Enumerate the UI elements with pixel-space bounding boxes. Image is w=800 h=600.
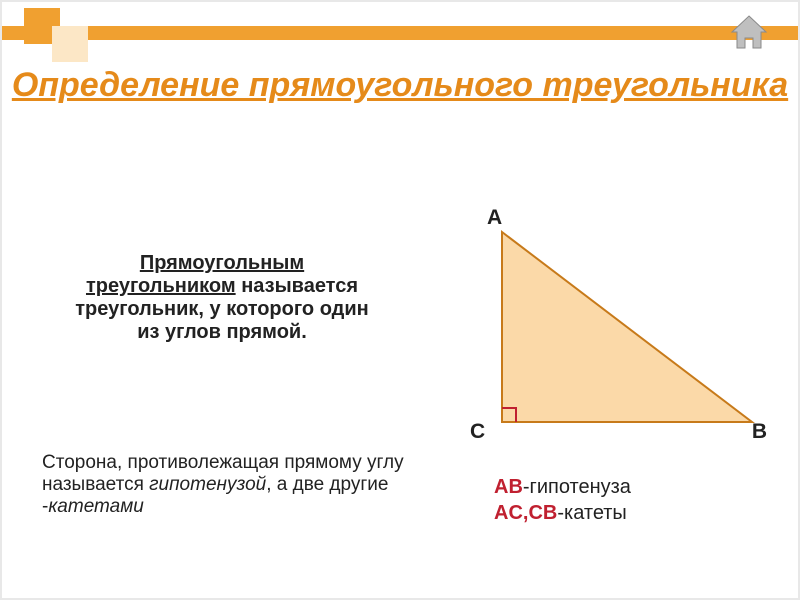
definition-text: Прямоугольным треугольником называется т… (72, 252, 372, 344)
vertex-label-b: B (752, 420, 767, 444)
vertex-label-a: A (487, 206, 502, 230)
side-note-hyp: гипотенузой (149, 474, 266, 495)
legend-hyp-text: -гипотенуза (523, 476, 631, 498)
legend-kat-text: -катеты (557, 502, 626, 524)
side-note-kat: катетами (48, 496, 144, 517)
side-note: Сторона, противолежащая прямому углу наз… (42, 452, 452, 518)
legend-hyp: AB-гипотенуза (494, 474, 631, 500)
decor-square-light (52, 26, 88, 62)
triangle-svg (452, 212, 772, 472)
vertex-label-c: C (470, 420, 485, 444)
home-icon[interactable] (728, 12, 770, 59)
top-bar (2, 26, 798, 40)
legend-kat: AC,CB-катеты (494, 500, 631, 526)
slide: Определение прямоугольного треугольника … (0, 0, 800, 600)
triangle-diagram: A B C (452, 212, 772, 472)
legend-kat-sides: AC,CB (494, 502, 557, 524)
legend: AB-гипотенуза AC,CB-катеты (494, 474, 631, 526)
legend-hyp-side: AB (494, 476, 523, 498)
page-title: Определение прямоугольного треугольника (2, 64, 798, 107)
